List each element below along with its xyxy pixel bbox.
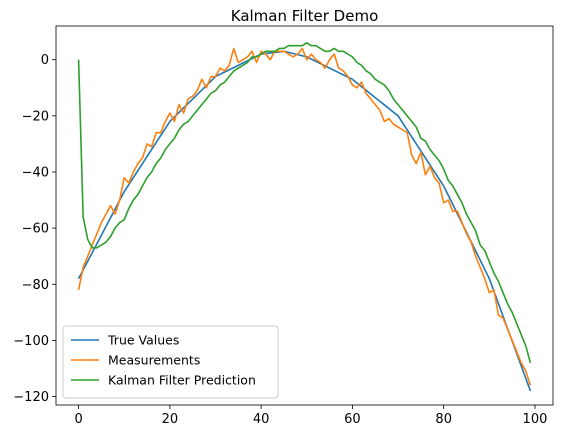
legend-box	[62, 325, 279, 399]
series-line-1	[77, 47, 532, 386]
x-tick-label: 20	[162, 412, 179, 427]
y-tick-label: −40	[22, 165, 49, 180]
x-tick-label: 60	[344, 412, 361, 427]
legend-label: Kalman Filter Prediction	[108, 373, 256, 388]
y-tick-label: −60	[22, 222, 49, 237]
chart-title: Kalman Filter Demo	[231, 7, 379, 25]
y-tick-label: −80	[22, 278, 49, 293]
series-line-2	[77, 42, 532, 364]
y-tick-label: −120	[13, 390, 49, 405]
x-tick-label: 40	[253, 412, 270, 427]
y-tick-label: 0	[41, 53, 49, 68]
legend-label: Measurements	[108, 353, 200, 368]
x-tick-label: 100	[523, 412, 548, 427]
x-tick-label: 80	[435, 412, 452, 427]
y-tick-label: −100	[13, 334, 49, 349]
legend-label: True Values	[107, 333, 179, 348]
y-tick-label: −20	[22, 109, 49, 124]
axis-ticks: 0 20 40 60 80 100 0 −20 −40 −60 −80 −100 −120	[13, 53, 547, 427]
x-tick-label: 0	[74, 412, 82, 427]
legend: True Values Measurements Kalman Filter Pre…	[62, 325, 279, 399]
plot-area	[77, 42, 532, 392]
series-line-0	[77, 50, 532, 392]
axes-frame	[55, 25, 554, 406]
